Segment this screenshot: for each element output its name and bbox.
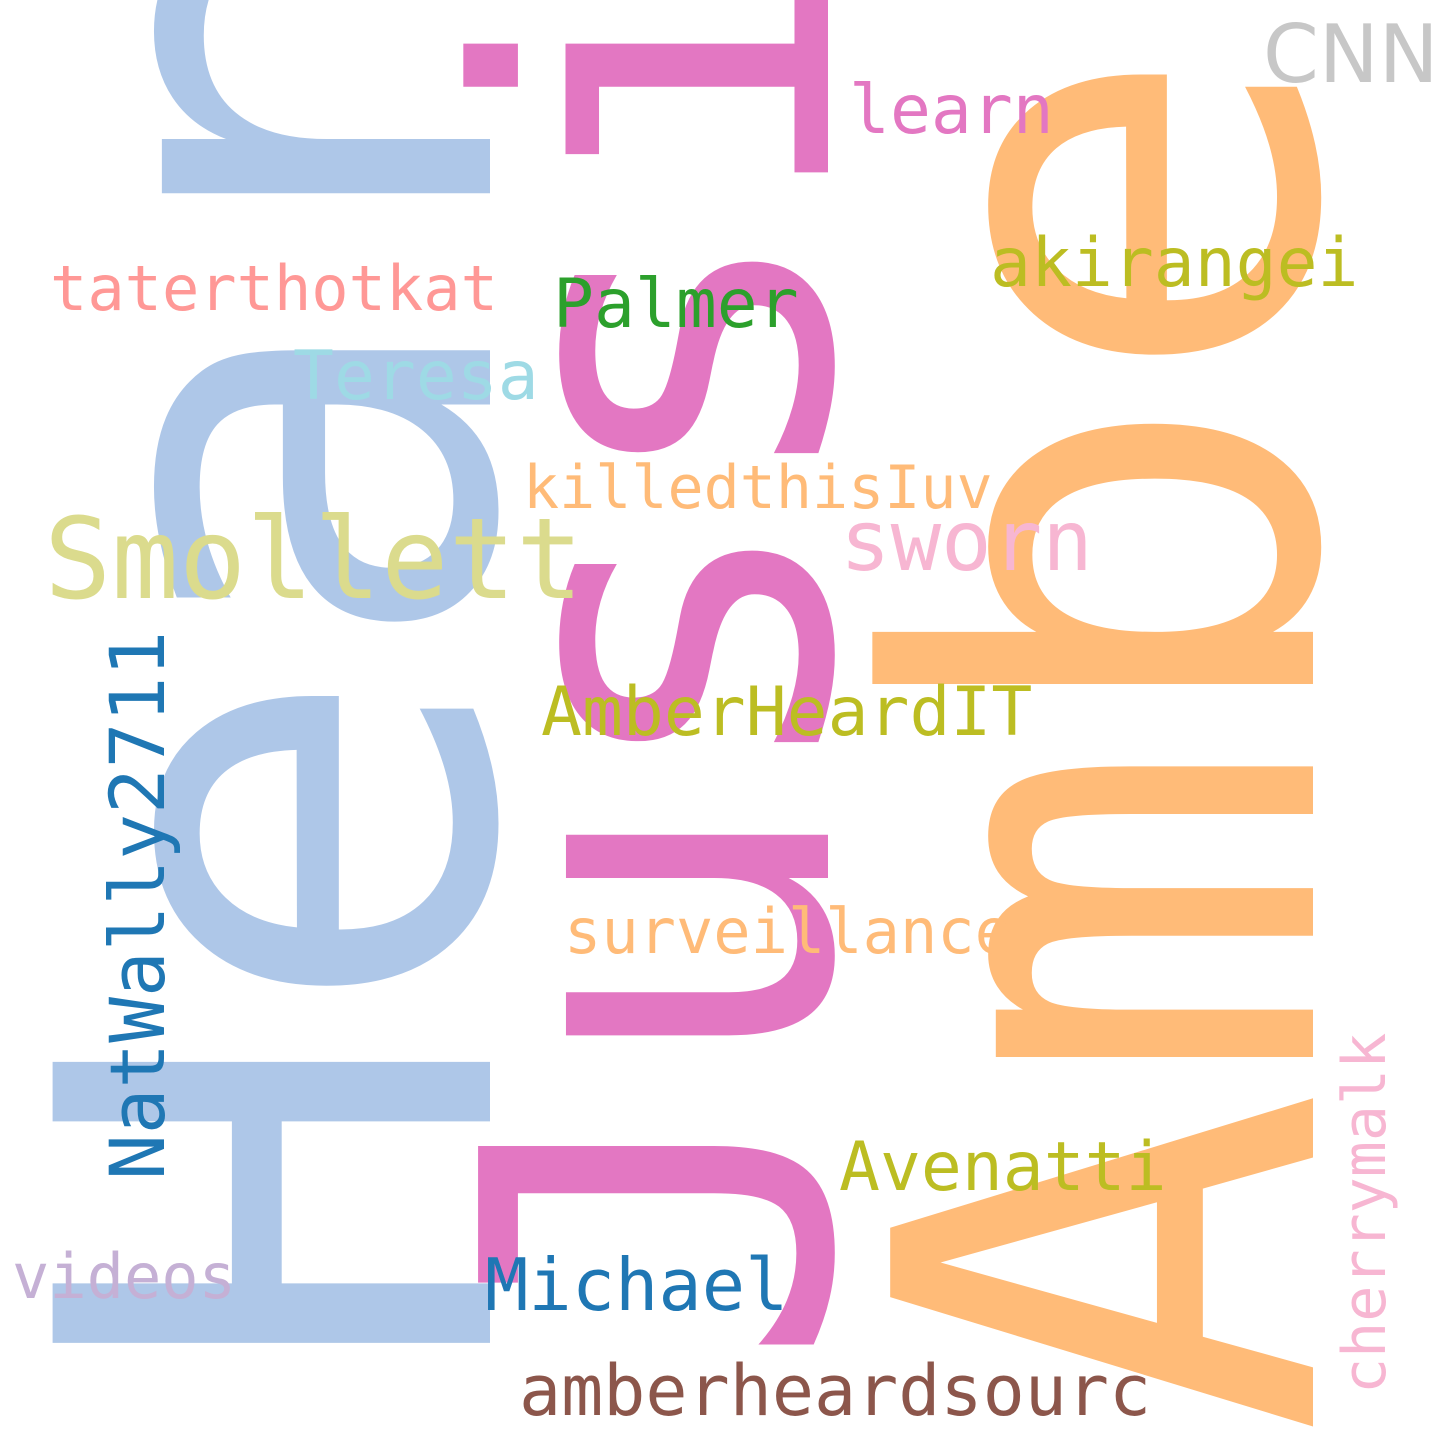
word-palmer: Palmer	[553, 265, 799, 344]
word-learn: learn	[849, 71, 1054, 150]
word-heard: Heard	[0, 0, 632, 1383]
word-akirangei: akirangei	[990, 224, 1358, 303]
word-amberheardsourc: amberheardsourc	[519, 1350, 1151, 1432]
word-teresa: Teresa	[293, 337, 539, 416]
word-jussie: Jussie	[383, 0, 942, 1370]
word-cnn: CNN	[1263, 8, 1439, 101]
word-amberheardit: AmberHeardIT	[541, 673, 1032, 752]
word-michael: Michael	[485, 1243, 788, 1327]
word-sworn: sworn	[840, 492, 1093, 590]
word-surveillance: surveillance	[564, 895, 1012, 968]
word-natwally2711: NatWally2711	[93, 631, 182, 1180]
word-cherrymalk: cherrymalk	[1330, 1033, 1400, 1394]
word-videos: videos	[12, 1240, 236, 1313]
word-killedthisiuv: killedthisIuv	[523, 453, 993, 523]
word-amber: Amber	[775, 0, 1440, 1437]
word-taterthotkat: taterthotkat	[50, 252, 498, 325]
word-smollett: Smollett	[44, 495, 583, 625]
word-avenatti: Avenatti	[839, 1128, 1167, 1207]
